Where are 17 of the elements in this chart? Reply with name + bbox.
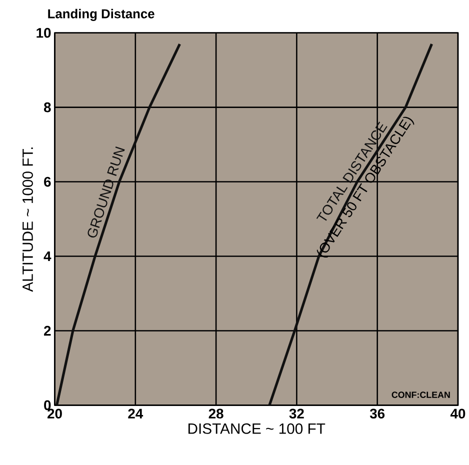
- y-axis-title: ALTITUDE ~ 1000 FT.: [22, 148, 33, 292]
- line-series: [55, 42, 182, 406]
- x-tick-label: 24: [128, 408, 144, 418]
- x-tick-label: 20: [48, 408, 62, 419]
- y-tick-label: 8: [44, 102, 51, 112]
- x-axis-title: DISTANCE ~ 100 FT: [188, 423, 326, 434]
- y-tick-label: 2: [44, 326, 51, 336]
- x-tick-label: 32: [289, 408, 304, 419]
- y-tick-label: 6: [44, 176, 51, 187]
- x-tick-label: 40: [450, 408, 466, 419]
- y-tick-label: 10: [36, 28, 51, 38]
- annotation: CONF:CLEAN: [392, 392, 450, 398]
- y-tick-label: 0: [44, 400, 51, 410]
- y-tick-label: 4: [44, 252, 52, 262]
- x-tick-label: 28: [208, 408, 224, 419]
- x-tick-label: 36: [370, 408, 385, 419]
- chart-title: Landing Distance: [48, 8, 154, 21]
